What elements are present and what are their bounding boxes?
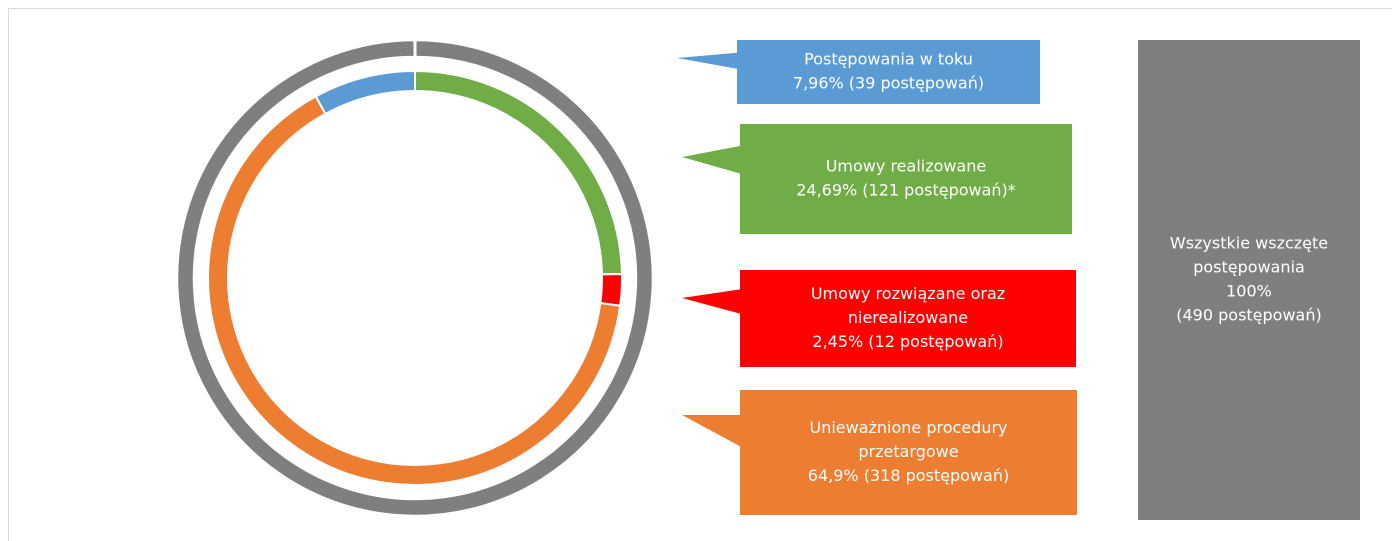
callout <box>682 270 1076 367</box>
callout-label: Umowy realizowane <box>826 157 987 176</box>
callout <box>682 390 1077 515</box>
callout-label: 64,9% (318 postępowań) <box>808 466 1009 485</box>
inner-segment <box>207 94 622 486</box>
callout-label: nierealizowane <box>848 308 968 327</box>
frame <box>8 8 1392 541</box>
callout <box>677 40 1040 104</box>
callout-label: 24,69% (121 postępowań)* <box>796 181 1016 200</box>
total-label: (490 postępowań) <box>1176 306 1321 325</box>
callout-label: Postępowania w toku <box>804 50 973 69</box>
inner-segment <box>314 69 416 116</box>
callout-label: 7,96% (39 postępowań) <box>793 74 984 93</box>
total-label: postępowania <box>1193 258 1305 277</box>
callout-label: 2,45% (12 postępowań) <box>812 332 1003 351</box>
total-label: 100% <box>1226 282 1272 301</box>
total-label: Wszystkie wszczęte <box>1170 234 1328 253</box>
inner-segment <box>599 272 623 307</box>
callout <box>682 124 1072 234</box>
callout-label: przetargowe <box>858 442 958 461</box>
callout-label: Unieważnione procedury <box>809 418 1007 437</box>
outer-segment <box>175 38 655 518</box>
callout-label: Umowy rozwiązane oraz <box>811 284 1005 303</box>
total-box <box>1138 40 1360 520</box>
inner-segment <box>414 69 623 276</box>
